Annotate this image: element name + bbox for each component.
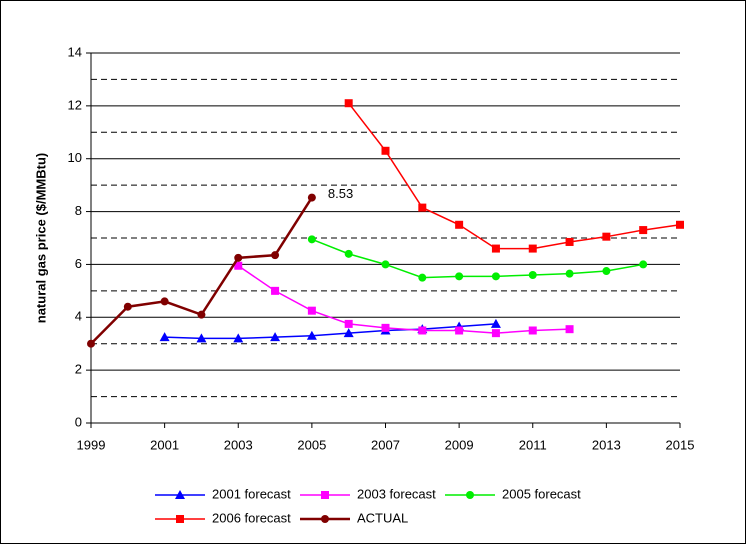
data-point — [306, 330, 317, 340]
x-tick-label: 2003 — [224, 437, 253, 452]
data-point — [455, 326, 464, 335]
x-tick-label: 2015 — [666, 437, 695, 452]
data-point — [418, 203, 427, 212]
data-point — [233, 333, 244, 343]
data-point — [307, 306, 316, 315]
data-point — [344, 99, 353, 108]
data-point — [639, 260, 648, 269]
data-point — [381, 146, 390, 155]
legend-label: 2003 forecast — [357, 486, 436, 501]
y-tick-label: 8 — [75, 203, 82, 218]
series-line — [164, 323, 496, 340]
data-point — [491, 329, 500, 338]
data-point — [528, 271, 537, 279]
data-point — [381, 323, 390, 332]
data-point — [271, 251, 280, 260]
data-point — [490, 318, 501, 328]
y-tick-label: 10 — [68, 150, 82, 165]
data-point — [491, 272, 500, 281]
data-point — [344, 249, 353, 258]
data-point — [307, 193, 316, 202]
data-point — [602, 267, 611, 276]
legend-marker — [466, 491, 474, 499]
legend-marker — [321, 515, 329, 523]
data-point — [234, 261, 243, 270]
data-point — [418, 273, 427, 282]
series-line — [348, 102, 681, 250]
data-point — [344, 319, 353, 328]
data-point — [565, 269, 574, 278]
data-point — [196, 333, 207, 343]
y-tick-label: 14 — [68, 44, 82, 59]
data-point — [528, 326, 537, 335]
data-point — [87, 339, 95, 348]
x-tick-label: 2009 — [445, 437, 474, 452]
x-tick-label: 2005 — [297, 437, 326, 452]
data-point — [565, 237, 574, 246]
data-point — [639, 226, 648, 235]
legend-label: 2005 forecast — [502, 486, 581, 501]
y-tick-label: 0 — [75, 414, 82, 429]
data-point — [343, 328, 354, 338]
data-point — [455, 272, 464, 281]
y-axis-label: natural gas price ($/MMBtu) — [33, 153, 48, 323]
series-line — [311, 238, 644, 279]
legend-marker — [176, 515, 184, 523]
y-tick-label: 6 — [75, 256, 82, 271]
series-line — [237, 265, 570, 334]
data-point — [123, 302, 132, 311]
x-tick-label: 2007 — [371, 437, 400, 452]
legend-marker — [321, 491, 329, 499]
legend-label: 2001 forecast — [212, 486, 291, 501]
y-tick-label: 12 — [68, 97, 82, 112]
data-point — [491, 244, 500, 253]
y-tick-label: 4 — [75, 309, 82, 324]
data-point — [381, 260, 390, 269]
data-point — [676, 220, 684, 229]
data-point — [270, 332, 281, 342]
legend-label: 2006 forecast — [212, 510, 291, 525]
x-tick-label: 2013 — [592, 437, 621, 452]
data-point — [528, 244, 537, 253]
data-point — [160, 297, 169, 306]
data-point — [418, 326, 427, 335]
y-tick-label: 2 — [75, 362, 82, 377]
legend-marker — [175, 490, 185, 499]
data-label: 8.53 — [328, 186, 353, 201]
data-point — [565, 325, 574, 334]
data-point — [159, 332, 170, 342]
x-tick-label: 2011 — [519, 437, 547, 452]
data-point — [197, 310, 206, 319]
x-tick-label: 2001 — [150, 437, 179, 452]
x-tick-label: 1999 — [77, 437, 106, 452]
data-point — [307, 235, 316, 244]
data-point — [602, 232, 611, 241]
data-point — [271, 286, 280, 295]
data-point — [234, 253, 243, 262]
data-point — [455, 220, 464, 229]
legend-label: ACTUAL — [357, 510, 408, 525]
